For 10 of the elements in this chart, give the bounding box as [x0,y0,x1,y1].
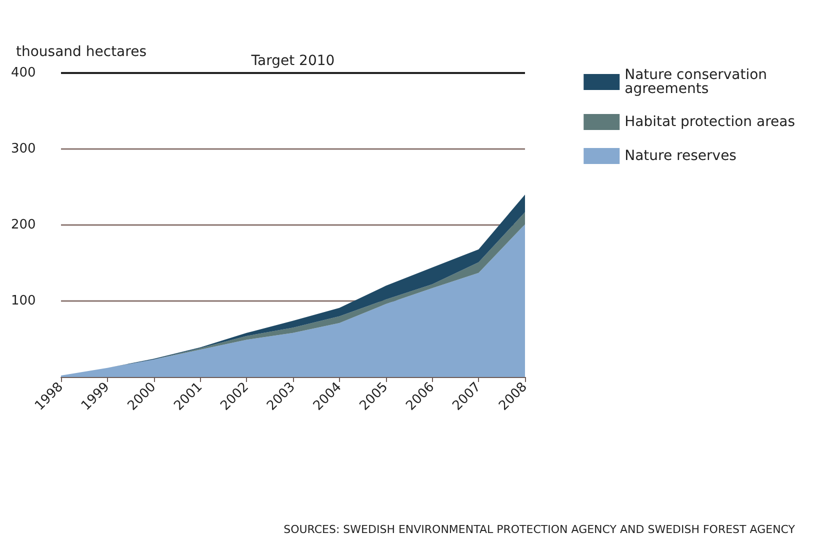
source-note: SOURCES: SWEDISH ENVIRONMENTAL PROTECTION AGENCY AND SWEDISH FOREST AGENCY [284,523,796,536]
y-tick-label: 200 [11,218,36,232]
legend-label: Nature conservation agreements [624,67,772,97]
ref-line-label: Target 2010 [250,53,335,69]
legend-label: Nature reserves [624,148,736,164]
y-tick-label: 400 [11,66,36,80]
y-tick-label: 100 [11,294,36,308]
y-axis-title: thousand hectares [16,44,146,60]
legend-label: Habitat protection areas [624,114,796,130]
y-tick-label: 300 [11,142,36,156]
